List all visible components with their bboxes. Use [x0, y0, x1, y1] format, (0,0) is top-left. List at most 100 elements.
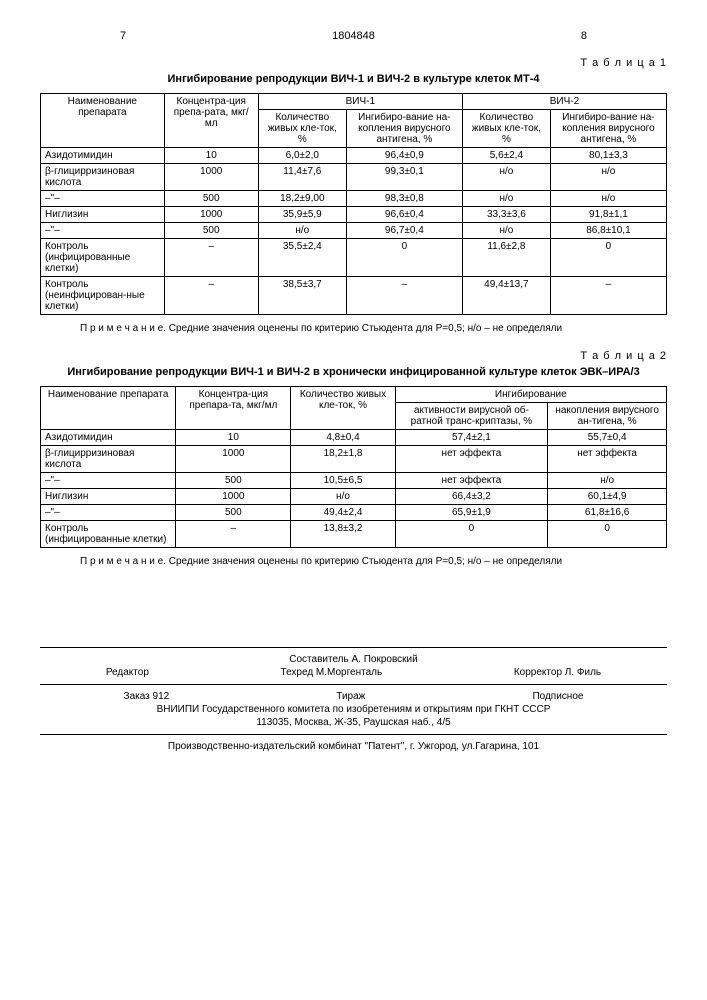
- table2-title: Ингибирование репродукции ВИЧ-1 и ВИЧ-2 …: [40, 366, 667, 378]
- table-cell: нет эффекта: [548, 446, 667, 473]
- t1-h-conc: Концентра-ция препа-рата, мкг/мл: [164, 94, 258, 148]
- t1-h-live2: Количество живых кле-ток, %: [462, 110, 550, 148]
- table-row: –"–50018,2±9,0098,3±0,8н/он/о: [41, 191, 667, 207]
- table-row: –"–500н/о96,7±0,4н/о86,8±10,1: [41, 223, 667, 239]
- table-cell: 57,4±2,1: [395, 430, 548, 446]
- table-cell: н/о: [548, 473, 667, 489]
- table2-note: П р и м е ч а н и е. Средние значения оц…: [80, 556, 667, 567]
- table-cell: Контроль (инфицированные клетки): [41, 521, 176, 548]
- table1: Наименование препарата Концентра-ция пре…: [40, 93, 667, 315]
- table-cell: β-глицирризиновая кислота: [41, 446, 176, 473]
- table-cell: н/о: [550, 191, 666, 207]
- table-cell: –: [164, 239, 258, 277]
- table-cell: 65,9±1,9: [395, 505, 548, 521]
- table-cell: нет эффекта: [395, 473, 548, 489]
- table-cell: н/о: [291, 489, 395, 505]
- table-cell: Ниглизин: [41, 207, 165, 223]
- table-cell: Азидотимидин: [41, 148, 165, 164]
- table-cell: 1000: [176, 489, 291, 505]
- techred: Техред М.Моргенталь: [281, 667, 383, 678]
- table-cell: 99,3±0,1: [346, 164, 462, 191]
- t1-h-inhib2: Ингибиро-вание на-копления вирусного ант…: [550, 110, 666, 148]
- table-cell: 0: [550, 239, 666, 277]
- t1-h-hiv2: ВИЧ-2: [462, 94, 666, 110]
- table-row: Ниглизин1000н/о66,4±3,260,1±4,9: [41, 489, 667, 505]
- editor: Редактор: [106, 667, 149, 678]
- table-cell: 1000: [164, 164, 258, 191]
- table1-label: Т а б л и ц а 1: [40, 57, 667, 69]
- table-cell: 38,5±3,7: [258, 277, 346, 315]
- table2: Наименование препарата Концентра-ция пре…: [40, 386, 667, 548]
- table-cell: 96,4±0,9: [346, 148, 462, 164]
- t1-h-inhib1: Ингибиро-вание на-копления вирусного ант…: [346, 110, 462, 148]
- table-cell: Контроль (неинфицирован-ные клетки): [41, 277, 165, 315]
- t1-h-hiv1: ВИЧ-1: [258, 94, 462, 110]
- table-cell: 0: [548, 521, 667, 548]
- table-cell: Ниглизин: [41, 489, 176, 505]
- table-cell: 6,0±2,0: [258, 148, 346, 164]
- table-cell: 11,6±2,8: [462, 239, 550, 277]
- table-cell: 96,6±0,4: [346, 207, 462, 223]
- table-cell: н/о: [462, 223, 550, 239]
- table-cell: –: [164, 277, 258, 315]
- table-cell: 1000: [176, 446, 291, 473]
- table-row: Контроль (инфицированные клетки)–13,8±3,…: [41, 521, 667, 548]
- table-row: Азидотимидин106,0±2,096,4±0,95,6±2,480,1…: [41, 148, 667, 164]
- printer: Производственно-издательский комбинат "П…: [40, 741, 667, 752]
- table-cell: –"–: [41, 223, 165, 239]
- table-cell: 33,3±3,6: [462, 207, 550, 223]
- compiler: Составитель А. Покровский: [40, 654, 667, 665]
- table-cell: 98,3±0,8: [346, 191, 462, 207]
- t1-h-live1: Количество живых кле-ток, %: [258, 110, 346, 148]
- t1-h-name: Наименование препарата: [41, 94, 165, 148]
- table-cell: 49,4±2,4: [291, 505, 395, 521]
- table-cell: 86,8±10,1: [550, 223, 666, 239]
- table-cell: 10: [176, 430, 291, 446]
- table-cell: 49,4±13,7: [462, 277, 550, 315]
- table-cell: 500: [164, 223, 258, 239]
- table-cell: 10,5±6,5: [291, 473, 395, 489]
- t2-h-name: Наименование препарата: [41, 387, 176, 430]
- table-cell: 91,8±1,1: [550, 207, 666, 223]
- page-num-left: 7: [40, 30, 206, 42]
- table-row: –"–50049,4±2,465,9±1,961,8±16,6: [41, 505, 667, 521]
- table-cell: 18,2±9,00: [258, 191, 346, 207]
- table-cell: –: [346, 277, 462, 315]
- table-cell: 10: [164, 148, 258, 164]
- table-cell: н/о: [462, 191, 550, 207]
- table-row: Контроль (неинфицирован-ные клетки)–38,5…: [41, 277, 667, 315]
- table-cell: 18,2±1,8: [291, 446, 395, 473]
- corrector: Корректор Л. Филь: [514, 667, 601, 678]
- table-cell: 0: [395, 521, 548, 548]
- t2-h-conc: Концентра-ция препара-та, мкг/мл: [176, 387, 291, 430]
- doc-number: 1804848: [252, 30, 455, 42]
- table2-label: Т а б л и ц а 2: [40, 350, 667, 362]
- table-cell: 80,1±3,3: [550, 148, 666, 164]
- table-cell: 60,1±4,9: [548, 489, 667, 505]
- address: 113035, Москва, Ж-35, Раушская наб., 4/5: [40, 717, 667, 728]
- table-cell: 66,4±3,2: [395, 489, 548, 505]
- table-cell: 5,6±2,4: [462, 148, 550, 164]
- table-row: Азидотимидин104,8±0,457,4±2,155,7±0,4: [41, 430, 667, 446]
- org: ВНИИПИ Государственного комитета по изоб…: [40, 704, 667, 715]
- table-cell: 11,4±7,6: [258, 164, 346, 191]
- table-cell: 55,7±0,4: [548, 430, 667, 446]
- table1-note: П р и м е ч а н и е. Средние значения оц…: [80, 323, 667, 334]
- table-cell: нет эффекта: [395, 446, 548, 473]
- table1-title: Ингибирование репродукции ВИЧ-1 и ВИЧ-2 …: [40, 73, 667, 85]
- table-cell: 4,8±0,4: [291, 430, 395, 446]
- t2-h-activity: активности вирусной об-ратной транс-крип…: [395, 403, 548, 430]
- footer: Составитель А. Покровский Редактор Техре…: [40, 647, 667, 752]
- order: Заказ 912: [124, 691, 170, 702]
- table-cell: –: [550, 277, 666, 315]
- table-row: β-глицирризиновая кислота100018,2±1,8нет…: [41, 446, 667, 473]
- table-row: Контроль (инфицированные клетки)–35,5±2,…: [41, 239, 667, 277]
- table-cell: –"–: [41, 505, 176, 521]
- table-cell: 13,8±3,2: [291, 521, 395, 548]
- page-num-right: 8: [501, 30, 667, 42]
- t2-h-inhib: Ингибирование: [395, 387, 666, 403]
- table-cell: Азидотимидин: [41, 430, 176, 446]
- table-cell: –: [176, 521, 291, 548]
- subscription: Подписное: [532, 691, 583, 702]
- table-row: –"–50010,5±6,5нет эффектан/о: [41, 473, 667, 489]
